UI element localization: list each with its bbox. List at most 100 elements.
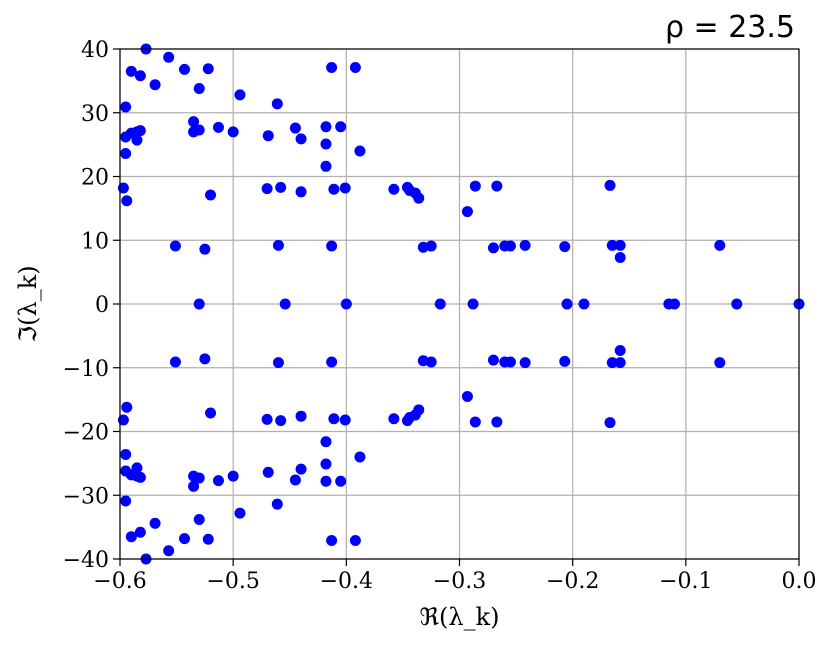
data-point bbox=[199, 243, 211, 255]
data-point bbox=[262, 466, 274, 478]
data-point bbox=[205, 407, 217, 419]
data-point bbox=[272, 357, 284, 369]
data-point bbox=[149, 79, 161, 91]
data-point bbox=[339, 414, 351, 426]
x-axis-label: ℜ(λ_k) bbox=[419, 603, 499, 631]
data-point bbox=[614, 345, 626, 357]
data-point bbox=[519, 239, 531, 251]
y-tick-label: −10 bbox=[63, 357, 109, 382]
data-point bbox=[354, 451, 366, 463]
data-point bbox=[227, 126, 239, 138]
x-tick-label: −0.6 bbox=[93, 569, 146, 594]
data-point bbox=[326, 356, 338, 368]
y-tick-label: 30 bbox=[81, 102, 109, 127]
data-point bbox=[120, 131, 132, 143]
data-point bbox=[320, 436, 332, 448]
data-point bbox=[469, 416, 481, 428]
data-point bbox=[261, 183, 273, 195]
data-point bbox=[519, 357, 531, 369]
data-point bbox=[461, 390, 473, 402]
data-point bbox=[169, 240, 181, 252]
data-point bbox=[295, 186, 307, 198]
data-point bbox=[578, 298, 590, 310]
data-point bbox=[261, 413, 273, 425]
data-point bbox=[272, 239, 284, 251]
data-point bbox=[349, 61, 361, 73]
data-point bbox=[487, 242, 499, 254]
data-point bbox=[320, 138, 332, 150]
data-point bbox=[417, 355, 429, 367]
data-point bbox=[120, 101, 132, 113]
data-point bbox=[117, 414, 129, 426]
data-point bbox=[491, 416, 503, 428]
data-point bbox=[134, 70, 146, 82]
y-tick-labels: −40 −30 −20 −10 0 10 20 30 40 bbox=[63, 38, 109, 573]
data-point bbox=[320, 121, 332, 133]
y-tick-label: 0 bbox=[95, 293, 109, 318]
data-point bbox=[271, 498, 283, 510]
data-point bbox=[401, 181, 413, 193]
data-point bbox=[163, 545, 175, 557]
data-point bbox=[487, 354, 499, 366]
data-point bbox=[163, 51, 175, 63]
data-point bbox=[212, 475, 224, 487]
data-point bbox=[469, 180, 481, 192]
data-point bbox=[328, 413, 340, 425]
data-point bbox=[614, 357, 626, 369]
data-point bbox=[295, 463, 307, 475]
data-point bbox=[604, 417, 616, 429]
chart-title: ρ = 23.5 bbox=[665, 10, 795, 45]
data-point bbox=[289, 122, 301, 134]
data-point bbox=[120, 465, 132, 477]
data-point bbox=[335, 121, 347, 133]
data-point bbox=[227, 470, 239, 482]
data-point bbox=[188, 126, 200, 138]
data-point bbox=[188, 116, 200, 128]
data-point bbox=[205, 189, 217, 201]
data-point bbox=[169, 356, 181, 368]
data-point bbox=[202, 63, 214, 75]
y-tick-label: −40 bbox=[63, 548, 109, 573]
x-tick-label: −0.1 bbox=[659, 569, 712, 594]
data-point bbox=[354, 145, 366, 157]
data-point bbox=[339, 182, 351, 194]
data-point bbox=[125, 531, 137, 543]
ticks bbox=[113, 48, 800, 566]
data-points bbox=[117, 43, 805, 565]
data-point bbox=[188, 480, 200, 492]
data-point bbox=[320, 475, 332, 487]
y-tick-label: 10 bbox=[81, 229, 109, 254]
data-point bbox=[614, 239, 626, 251]
y-tick-label: −30 bbox=[63, 484, 109, 509]
data-point bbox=[461, 206, 473, 218]
data-point bbox=[326, 240, 338, 252]
data-point bbox=[614, 251, 626, 263]
data-point bbox=[606, 239, 618, 251]
data-point bbox=[499, 356, 511, 368]
data-point bbox=[326, 61, 338, 73]
data-point bbox=[559, 241, 571, 253]
data-point bbox=[663, 298, 675, 310]
data-point bbox=[199, 353, 211, 365]
data-point bbox=[275, 415, 287, 427]
x-tick-labels: −0.6 −0.5 −0.4 −0.3 −0.2 −0.1 0.0 bbox=[93, 569, 816, 594]
x-tick-label: 0.0 bbox=[782, 569, 817, 594]
y-axis-label: ℑ(λ_k) bbox=[14, 265, 42, 342]
data-point bbox=[320, 458, 332, 470]
data-point bbox=[388, 183, 400, 195]
data-point bbox=[467, 298, 479, 310]
grid bbox=[119, 48, 800, 560]
data-point bbox=[275, 181, 287, 193]
data-point bbox=[320, 160, 332, 172]
data-point bbox=[434, 298, 446, 310]
data-point bbox=[499, 240, 511, 252]
data-point bbox=[335, 475, 347, 487]
data-point bbox=[121, 195, 133, 207]
data-point bbox=[731, 298, 743, 310]
data-point bbox=[262, 130, 274, 142]
data-point bbox=[714, 357, 726, 369]
data-point bbox=[326, 535, 338, 547]
data-point bbox=[234, 507, 246, 519]
data-point bbox=[417, 241, 429, 253]
